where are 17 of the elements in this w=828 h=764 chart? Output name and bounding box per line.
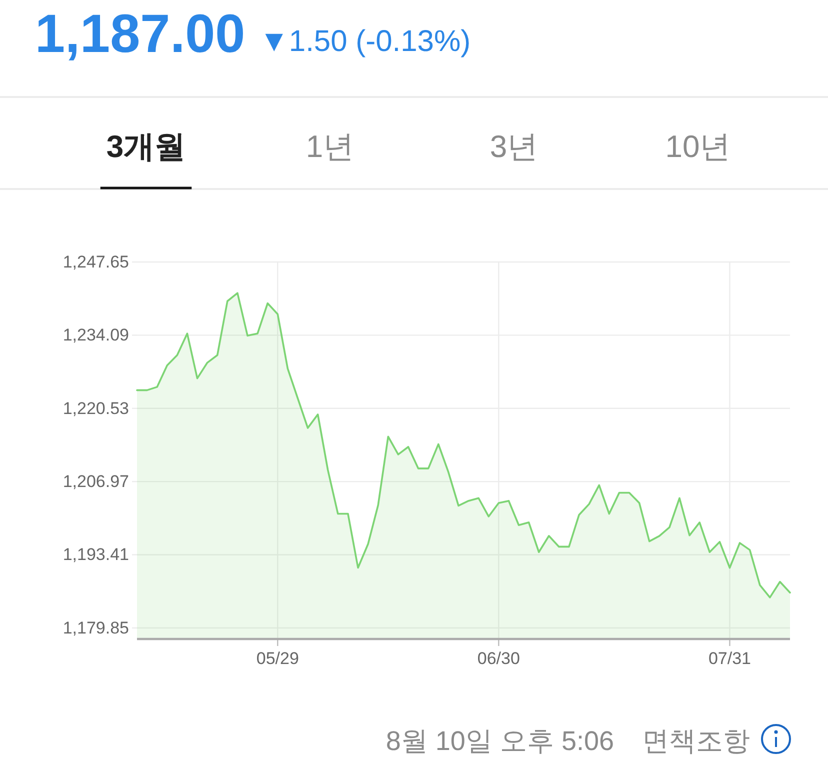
chart-subtitle: ▼1.50 (-0.13%) — [259, 25, 471, 58]
y-tick-label: 1,220.53 — [62, 398, 129, 418]
text: 3개월 — [106, 129, 186, 164]
y-tick-label: 1,179.85 — [62, 618, 129, 638]
text: 1년 — [306, 129, 354, 164]
text: 3년 — [490, 129, 538, 164]
text: 면책조항 — [642, 726, 750, 756]
y-tick-label: 1,247.65 — [62, 252, 129, 272]
y-tick-label: 1,234.09 — [62, 326, 129, 345]
text: 8월 10일 오후 5:06 — [386, 726, 614, 756]
x-tick-label: 06/30 — [477, 649, 520, 668]
y-tick-label: 1,193.41 — [62, 545, 129, 564]
text: 10년 — [665, 129, 731, 164]
x-tick-label: 05/29 — [256, 649, 299, 668]
chart-title: 1,187.00 — [35, 4, 246, 64]
y-tick-label: 1,206.97 — [62, 472, 129, 492]
x-tick-label: 07/31 — [708, 649, 751, 668]
